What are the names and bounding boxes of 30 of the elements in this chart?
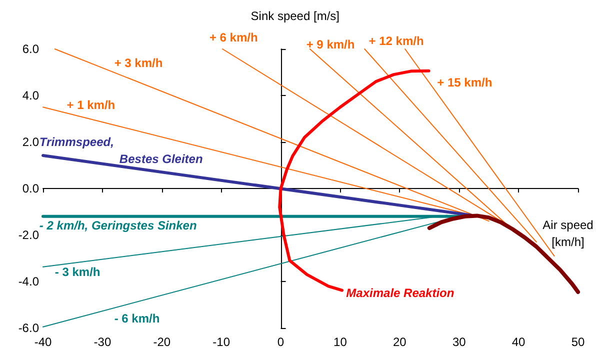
y-tick-label: -6.0 [18, 321, 40, 335]
y-tick-label: 4.0 [22, 88, 40, 102]
series-label: + 6 km/h [209, 30, 258, 44]
x-tick-label: -30 [94, 335, 112, 348]
x-tick-label: 50 [571, 335, 585, 348]
y-axis-title: Sink speed [m/s] [250, 9, 340, 23]
y-tick-label: 0.0 [22, 182, 40, 196]
x-tick-label: 20 [392, 335, 407, 348]
x-tick-label: -40 [34, 335, 52, 348]
x-tick-label: 10 [334, 335, 348, 348]
y-tick-label: -2.0 [18, 228, 40, 242]
series-label: + 3 km/h [114, 56, 163, 70]
series-label: + 15 km/h [437, 76, 492, 90]
series-label: Trimmspeed, Bestes Gleiten [39, 135, 203, 166]
series-label: + 12 km/h [368, 34, 424, 48]
series-label: Maximale Reaktion [346, 286, 454, 300]
y-tick-label: 2.0 [22, 135, 40, 149]
series-label: - 6 km/h [114, 312, 160, 326]
x-tick-label: 0 [277, 335, 284, 348]
series-label: + 9 km/h [306, 37, 355, 52]
y-tick-label: 6.0 [22, 42, 40, 56]
x-tick-label: 30 [452, 335, 466, 348]
series-label: - 3 km/h [54, 265, 100, 280]
y-tick-label: -4.0 [18, 274, 40, 288]
x-tick-label: -10 [212, 335, 230, 348]
series-label: + 1 km/h [66, 98, 116, 112]
x-tick-label: -20 [153, 335, 171, 348]
x-axis-title: Air speed [km/h] [542, 218, 594, 249]
x-tick-label: 40 [512, 335, 526, 348]
series-label: - 2 km/h, Geringstes Sinken [39, 218, 197, 233]
